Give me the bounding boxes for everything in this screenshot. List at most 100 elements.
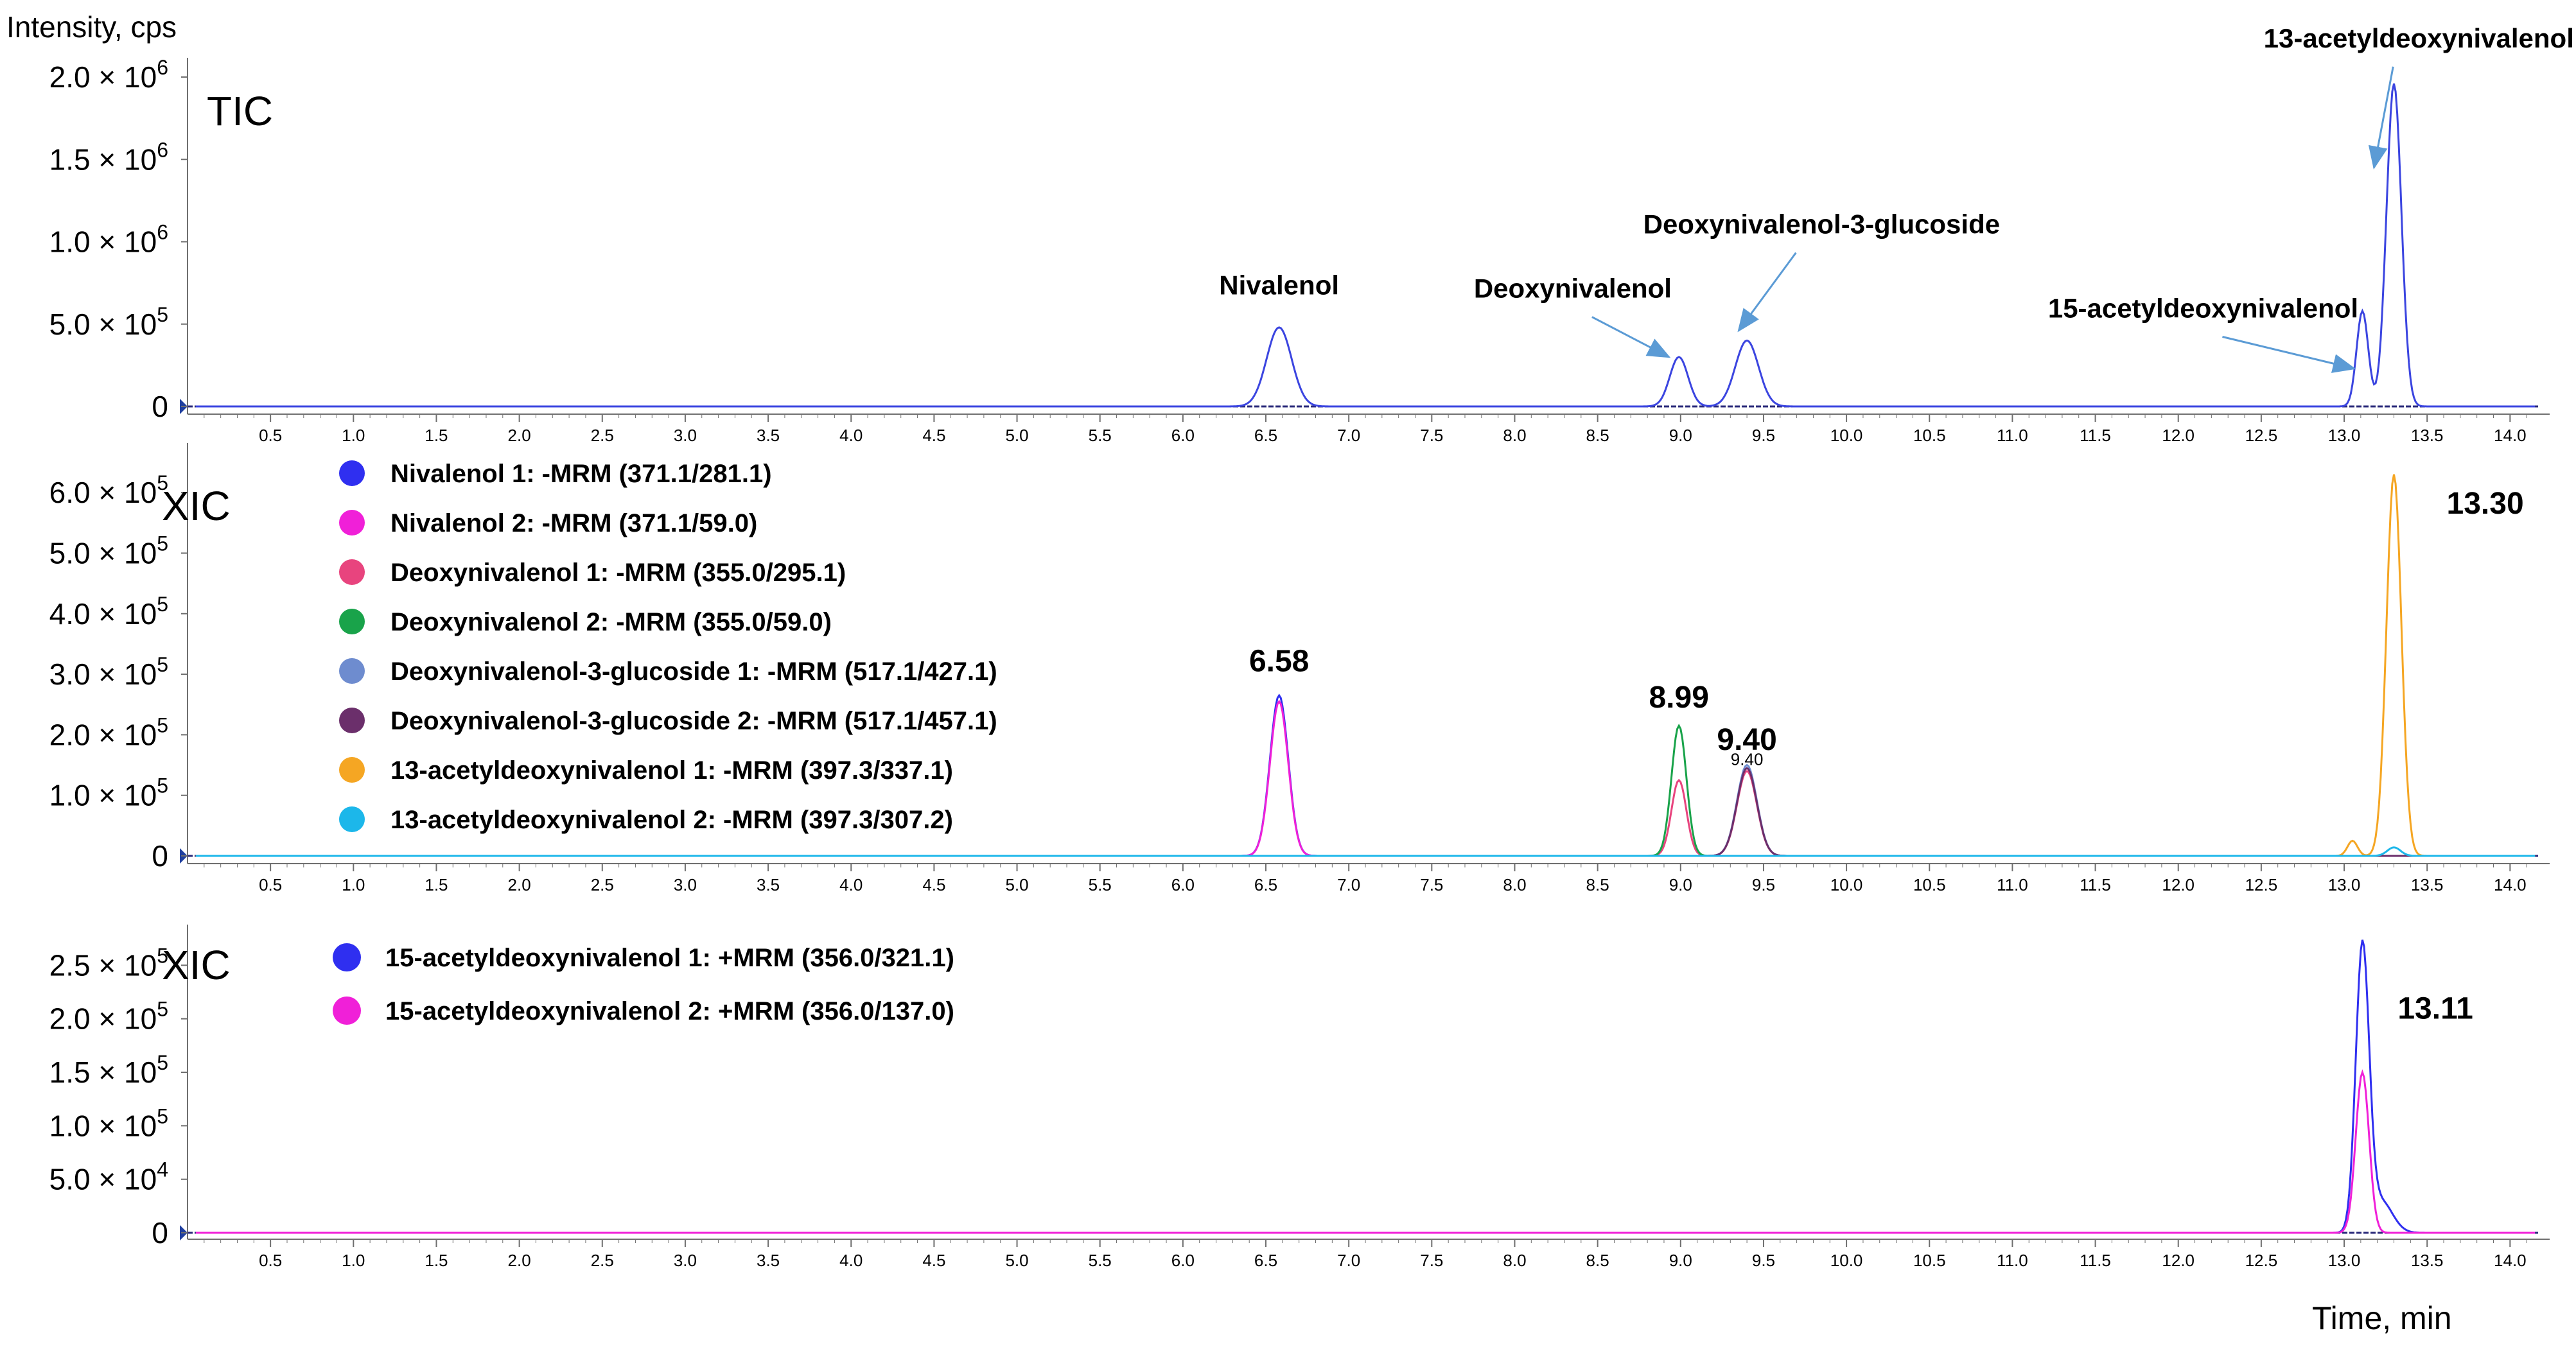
- series-line-8: [195, 846, 2536, 857]
- legend-marker: [339, 510, 365, 535]
- legend-entry: 15-acetyldeoxynivalenol 2: +MRM (356.0/1…: [385, 997, 954, 1025]
- x-tick-label: 5.0: [1005, 426, 1028, 445]
- x-tick-label: 8.5: [1586, 875, 1609, 894]
- x-tick-label: 14.0: [2494, 875, 2527, 894]
- x-tick-label: 4.0: [839, 875, 863, 894]
- annotation-arrow: [1591, 316, 1671, 358]
- x-tick-label: 6.5: [1254, 426, 1277, 445]
- series-line-2: [195, 1069, 2536, 1234]
- x-axis-title: Time, min: [2312, 1300, 2452, 1336]
- x-tick-label: 1.5: [425, 426, 448, 445]
- x-tick-label: 8.5: [1586, 426, 1609, 445]
- x-tick-label: 13.5: [2411, 426, 2444, 445]
- x-tick-label: 5.5: [1089, 875, 1112, 894]
- legend-marker: [339, 708, 365, 733]
- x-tick-label: 12.5: [2245, 875, 2278, 894]
- x-tick-label: 2.5: [591, 875, 614, 894]
- legend-marker: [339, 609, 365, 634]
- x-tick-label: 11.5: [2080, 875, 2111, 894]
- x-tick-label: 7.5: [1420, 426, 1443, 445]
- peak-annotation: 15-acetyldeoxynivalenol: [2048, 293, 2358, 323]
- legend-marker: [339, 806, 365, 832]
- y-tick-label: 5.0 × 105: [49, 303, 168, 341]
- y-tick-label: 4.0 × 105: [49, 593, 168, 631]
- series-line-4: [195, 723, 2536, 857]
- x-tick-label: 14.0: [2494, 1251, 2527, 1270]
- y-tick-label: 2.0 × 105: [49, 713, 168, 751]
- x-tick-label: 5.0: [1005, 875, 1028, 894]
- annotation-arrow: [1737, 252, 1797, 333]
- x-tick-label: 4.0: [839, 1251, 863, 1270]
- x-tick-label: 11.0: [1997, 1251, 2028, 1270]
- chart-panel-2: 0.5 1.0 1.5 2.0 2.5 3.0 3.5 4.0 4.5 5.0 5.5 6.0 6.5 7…: [49, 443, 2550, 894]
- y-tick-label: 0: [152, 839, 168, 873]
- legend-entry: 15-acetyldeoxynivalenol 1: +MRM (356.0/3…: [385, 944, 954, 972]
- annotation-arrow: [2368, 66, 2394, 170]
- x-tick-label: 11.0: [1997, 426, 2028, 445]
- legend-marker: [339, 658, 365, 684]
- x-tick-label: 8.0: [1503, 1251, 1526, 1270]
- series-line-1: [195, 83, 2536, 408]
- x-tick-label: 5.5: [1089, 1251, 1112, 1270]
- y-axis-title: Intensity, cps: [6, 10, 177, 44]
- legend-marker: [339, 757, 365, 783]
- x-tick-label: 9.5: [1752, 875, 1775, 894]
- legend-entry: Deoxynivalenol 2: -MRM (355.0/59.0): [390, 608, 832, 636]
- legend-marker: [339, 559, 365, 585]
- x-tick-label: 1.0: [342, 1251, 365, 1270]
- y-tick-label: 1.5 × 105: [49, 1051, 168, 1089]
- x-tick-label: 9.5: [1752, 1251, 1775, 1270]
- x-tick-label: 11.5: [2080, 426, 2111, 445]
- x-tick-label: 1.5: [425, 875, 448, 894]
- x-tick-label: 6.0: [1171, 875, 1195, 894]
- x-tick-label: 1.0: [342, 426, 365, 445]
- x-tick-label: 0.5: [259, 426, 282, 445]
- y-tick-label: 1.5 × 106: [49, 138, 168, 176]
- chart-panel-3: 0.5 1.0 1.5 2.0 2.5 3.0 3.5 4.0 4.5 5.0 5.5 6.0 6.5 7…: [49, 925, 2550, 1270]
- x-tick-label: 13.0: [2328, 875, 2361, 894]
- panel-label: XIC: [162, 942, 231, 988]
- x-tick-label: 13.0: [2328, 1251, 2361, 1270]
- x-tick-label: 10.0: [1830, 1251, 1863, 1270]
- x-tick-label: 1.0: [342, 875, 365, 894]
- y-tick-label: 2.0 × 105: [49, 998, 168, 1036]
- x-tick-label: 11.0: [1997, 875, 2028, 894]
- y-tick-label: 3.0 × 105: [49, 653, 168, 691]
- x-tick-label: 3.5: [757, 426, 780, 445]
- x-tick-label: 10.5: [1913, 875, 1946, 894]
- x-tick-label: 7.0: [1337, 875, 1360, 894]
- x-tick-label: 0.5: [259, 1251, 282, 1270]
- x-tick-label: 9.0: [1669, 1251, 1692, 1270]
- peak-annotation: Nivalenol: [1219, 270, 1339, 300]
- x-tick-label: 6.5: [1254, 1251, 1277, 1270]
- x-tick-label: 13.5: [2411, 1251, 2444, 1270]
- peak-annotation: 13-acetyldeoxynivalenol: [2264, 23, 2574, 53]
- x-tick-label: 3.5: [757, 875, 780, 894]
- panel-label: XIC: [162, 483, 231, 529]
- x-tick-label: 13.0: [2328, 426, 2361, 445]
- y-tick-label: 2.5 × 105: [49, 944, 168, 982]
- x-tick-label: 5.5: [1089, 426, 1112, 445]
- x-tick-label: 12.0: [2162, 1251, 2195, 1270]
- legend-marker: [333, 997, 361, 1025]
- x-tick-label: 8.0: [1503, 426, 1526, 445]
- x-tick-label: 4.0: [839, 426, 863, 445]
- x-tick-label: 9.0: [1669, 875, 1692, 894]
- peak-rt-label: 8.99: [1649, 681, 1708, 715]
- x-tick-label: 6.0: [1171, 426, 1195, 445]
- y-tick-label: 5.0 × 104: [49, 1158, 168, 1196]
- peak-rt-label: 13.11: [2397, 992, 2473, 1026]
- peak-annotation: Deoxynivalenol: [1474, 274, 1672, 304]
- legend-entry: Deoxynivalenol 1: -MRM (355.0/295.1): [390, 559, 846, 587]
- x-tick-label: 13.5: [2411, 875, 2444, 894]
- series-line-1: [195, 939, 2536, 1234]
- x-tick-label: 8.5: [1586, 1251, 1609, 1270]
- y-tick-label: 5.0 × 105: [49, 532, 168, 570]
- legend-entry: 13-acetyldeoxynivalenol 2: -MRM (397.3/3…: [390, 806, 953, 834]
- x-tick-label: 7.0: [1337, 426, 1360, 445]
- x-tick-label: 2.0: [508, 875, 531, 894]
- peak-rt-label: 13.30: [2447, 487, 2524, 521]
- x-tick-label: 5.0: [1005, 1251, 1028, 1270]
- chart-panel-1: 0.5 1.0 1.5 2.0 2.5 3.0 3.5 4.0 4.5 5.0 5.5 6.0 6.5 7…: [49, 23, 2574, 445]
